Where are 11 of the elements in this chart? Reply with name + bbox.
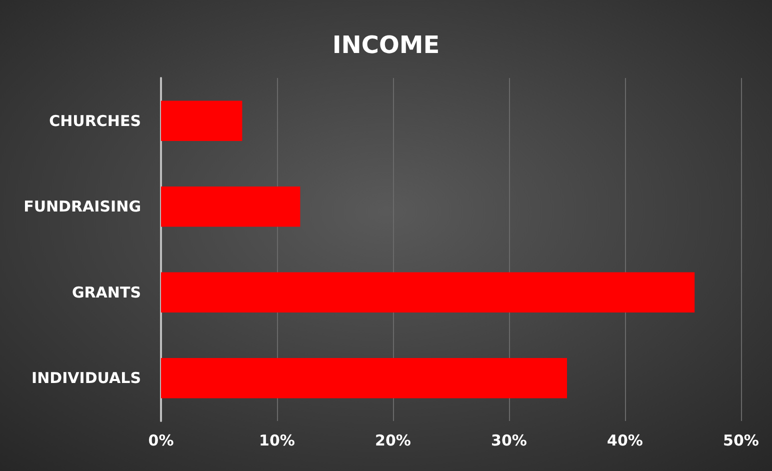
y-tick-label: INDIVIDUALS [32,369,141,388]
y-tick-label: GRANTS [72,283,141,302]
x-tick-label: 30% [491,432,527,450]
chart-title: INCOME [332,31,440,59]
y-tick-label: FUNDRAISING [24,198,141,216]
x-tick-label: 20% [375,432,411,450]
x-tick-label: 50% [723,432,759,450]
x-tick-label: 10% [259,432,295,450]
x-tick-label: 40% [607,432,643,450]
x-tick-label: 0% [148,432,174,450]
y-tick-label: CHURCHES [49,112,141,130]
